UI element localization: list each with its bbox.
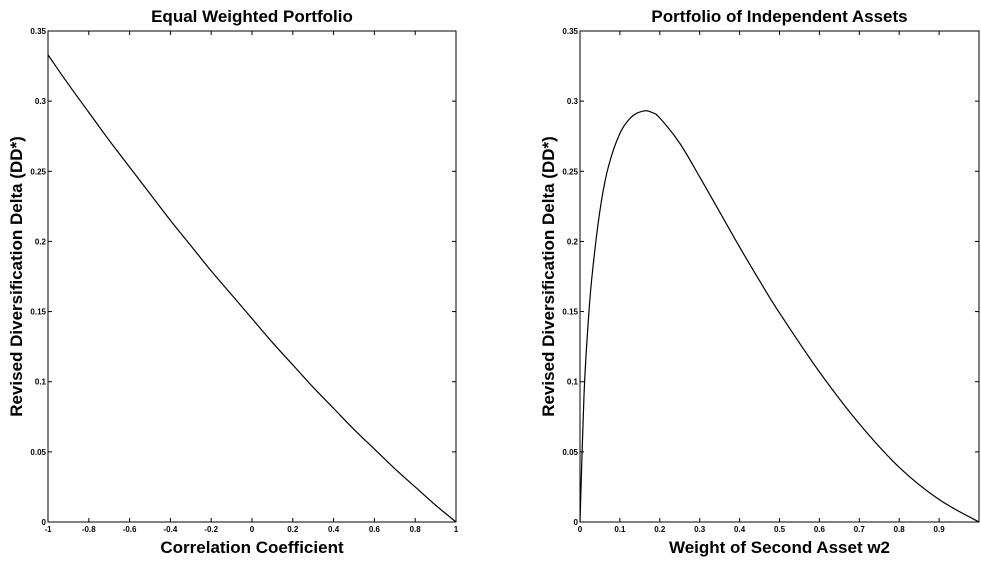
x-tick-label: 0.4 <box>734 525 746 534</box>
x-tick-label: 0.5 <box>774 525 786 534</box>
y-tick-label: 0.3 <box>567 97 579 106</box>
x-tick-label: 0.7 <box>854 525 866 534</box>
y-tick-label: 0.35 <box>562 27 578 36</box>
x-tick-label: 0.1 <box>614 525 626 534</box>
x-ticks: -1 -0.8 -0.6 -0.4 -0.2 0 0.2 0.4 0.6 0.8 1 <box>44 31 459 534</box>
y-tick-label: 0.2 <box>567 237 579 246</box>
y-tick-label: 0.3 <box>35 97 47 106</box>
x-tick-label: 0 <box>578 525 583 534</box>
x-tick-label: 0 <box>250 525 255 534</box>
series-line <box>579 110 980 523</box>
x-tick-label: 0.9 <box>934 525 946 534</box>
chart-title: Equal Weighted Portfolio <box>151 7 353 26</box>
y-tick-label: 0.15 <box>562 308 578 317</box>
x-axis-label: Weight of Second Asset w2 <box>669 538 890 557</box>
plot-area-frame <box>47 30 457 523</box>
x-tick-label: -0.2 <box>204 525 218 534</box>
x-tick-label: -0.6 <box>123 525 137 534</box>
x-tick-label: 1 <box>454 525 459 534</box>
y-tick-label: 0.1 <box>35 378 47 387</box>
x-tick-label: 0.8 <box>410 525 422 534</box>
y-tick-label: 0 <box>574 518 579 527</box>
chart-independent-assets: Portfolio of Independent Assets Weight o… <box>539 7 980 557</box>
y-tick-label: 0.25 <box>562 167 578 176</box>
x-tick-label: 0.6 <box>814 525 826 534</box>
x-tick-label: 0.4 <box>328 525 340 534</box>
x-tick-label: -0.4 <box>164 525 178 534</box>
chart-equal-weighted: Equal Weighted Portfolio Correlation Coe… <box>7 7 459 557</box>
x-tick-label: 0.2 <box>654 525 666 534</box>
y-tick-label: 0.05 <box>30 448 46 457</box>
y-tick-label: 0.05 <box>562 448 578 457</box>
y-axis-label: Revised Diversification Delta (DD*) <box>7 136 26 417</box>
x-tick-label: 0.6 <box>369 525 381 534</box>
x-tick-label: -0.8 <box>82 525 96 534</box>
y-tick-label: 0 <box>42 518 47 527</box>
x-tick-label: -1 <box>44 525 52 534</box>
y-axis-label: Revised Diversification Delta (DD*) <box>539 136 558 417</box>
series-line <box>47 54 457 523</box>
y-tick-label: 0.1 <box>567 378 579 387</box>
y-ticks: 0 0.05 0.1 0.15 0.2 0.25 0.3 0.35 <box>30 27 456 527</box>
x-tick-label: 0.8 <box>894 525 906 534</box>
chart-title: Portfolio of Independent Assets <box>651 7 907 26</box>
x-axis-label: Correlation Coefficient <box>160 538 344 557</box>
y-ticks: 0 0.05 0.1 0.15 0.2 0.25 0.3 0.35 <box>562 27 979 527</box>
x-tick-label: 0.3 <box>694 525 706 534</box>
y-tick-label: 0.2 <box>35 237 47 246</box>
x-tick-label: 0.2 <box>287 525 299 534</box>
y-tick-label: 0.35 <box>30 27 46 36</box>
plot-area-frame <box>579 30 980 523</box>
y-tick-label: 0.25 <box>30 167 46 176</box>
y-tick-label: 0.15 <box>30 308 46 317</box>
